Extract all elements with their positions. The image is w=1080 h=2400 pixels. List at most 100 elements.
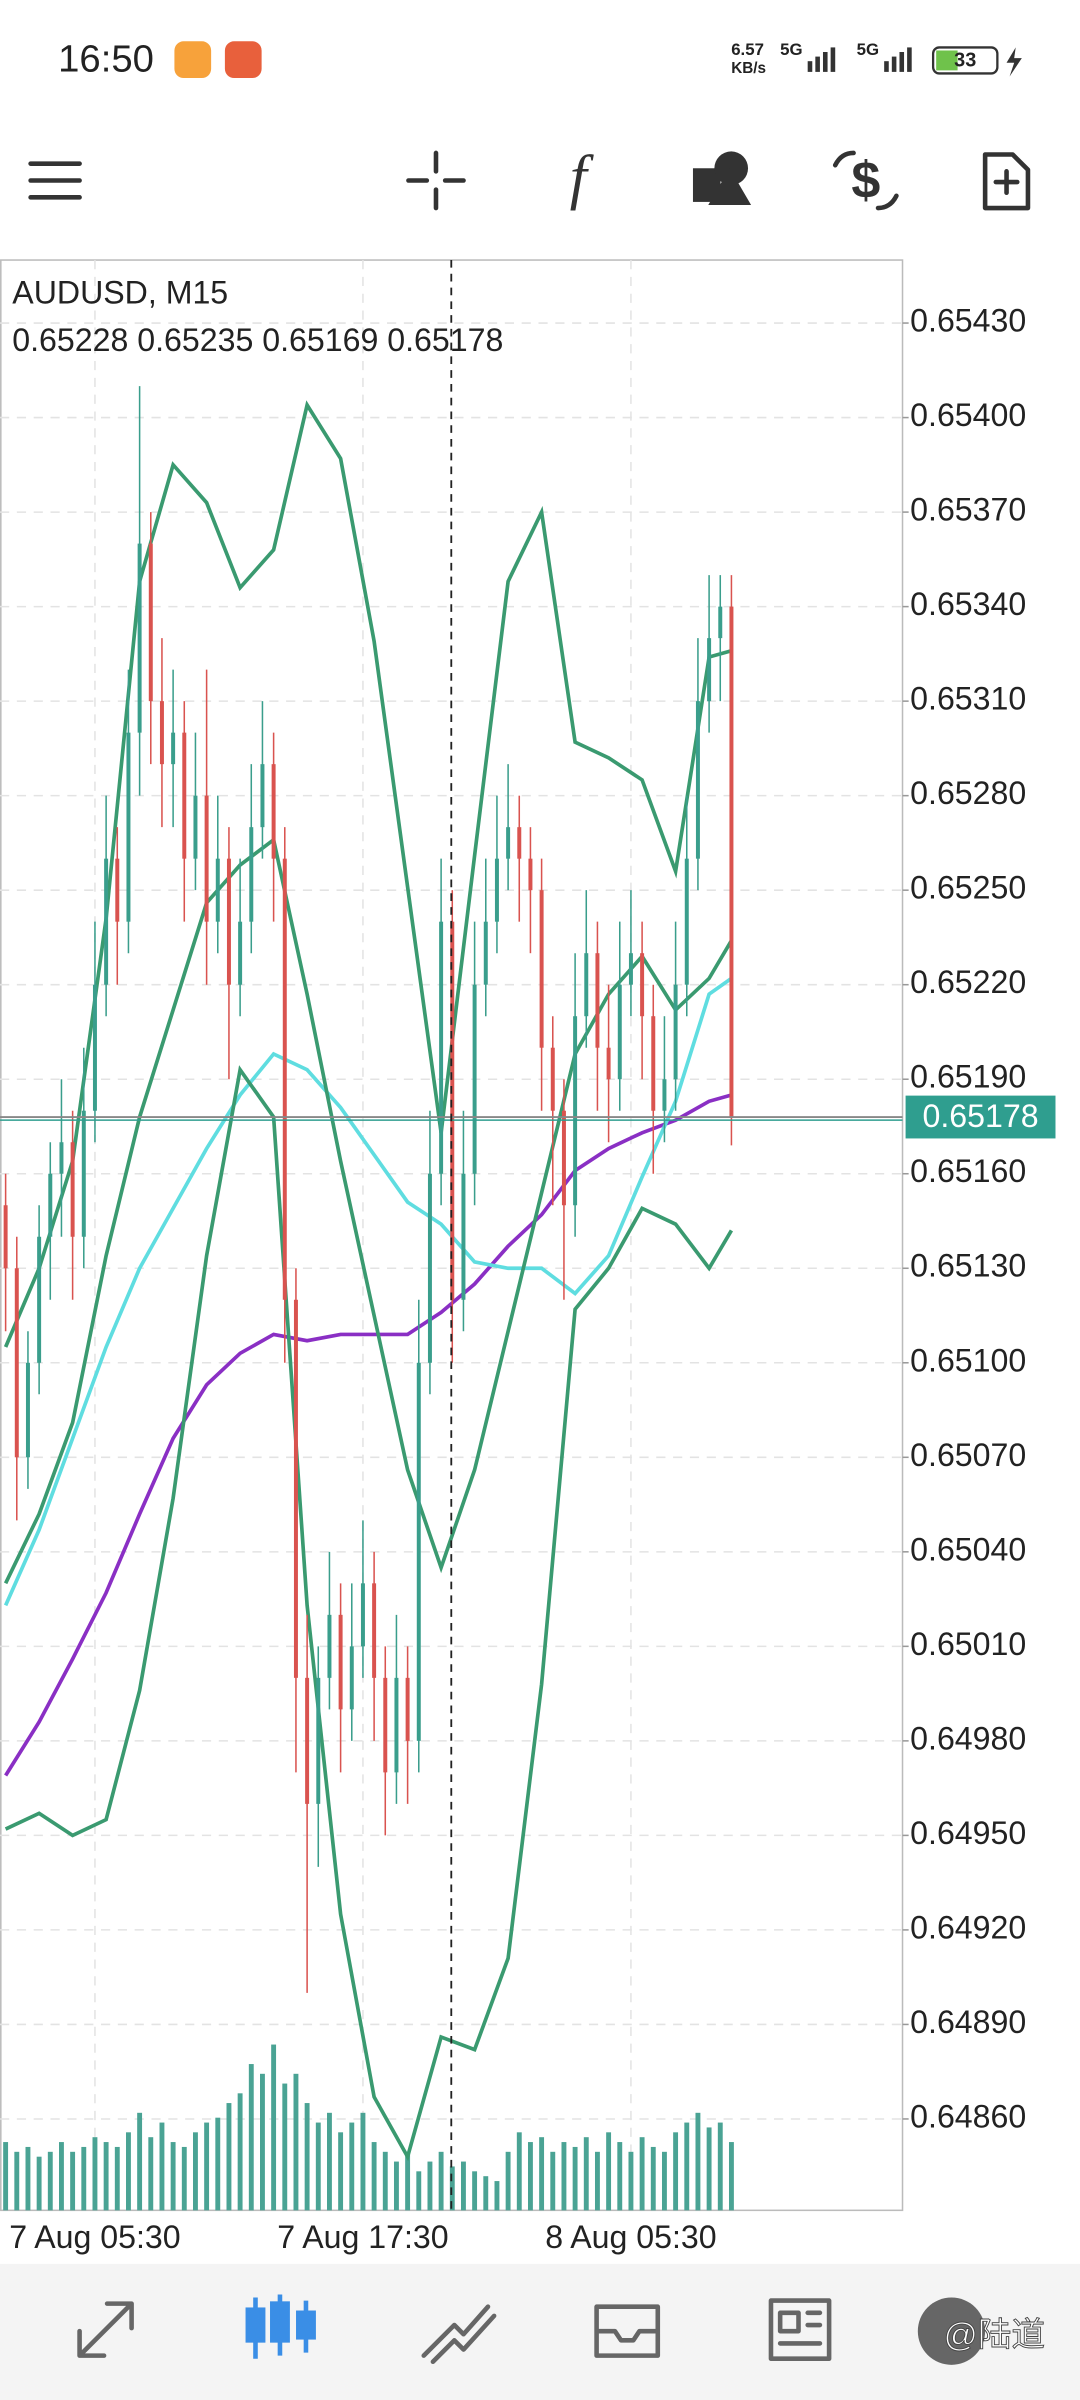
volume-bar <box>416 2171 422 2211</box>
volume-bar <box>14 2151 20 2211</box>
volume-bar <box>695 2112 701 2211</box>
volume-bar <box>81 2146 87 2211</box>
candle-body <box>115 858 120 922</box>
trade-button[interactable]: $ <box>832 150 899 211</box>
volume-bar <box>617 2142 623 2211</box>
volume-bar <box>360 2112 366 2211</box>
y-tick-label: 0.64920 <box>910 1909 1026 1945</box>
candle-body <box>137 543 142 733</box>
volume-bar <box>260 2073 265 2211</box>
candle-body <box>584 953 589 1017</box>
candle-body <box>640 953 645 1017</box>
candle-body <box>37 1236 42 1363</box>
candle-body <box>238 921 243 985</box>
signal <box>884 47 912 72</box>
volume-bar <box>159 2122 165 2211</box>
menu-button[interactable] <box>28 161 82 200</box>
candle-body <box>226 858 231 985</box>
y-tick-label: 0.65100 <box>910 1342 1026 1378</box>
volume-bar <box>728 2142 734 2211</box>
net-speed-unit: KB/s <box>731 60 766 77</box>
volume-bar <box>483 2176 489 2211</box>
volume-bar <box>628 2151 634 2211</box>
candle-body <box>695 701 700 859</box>
candle-body <box>550 1047 555 1111</box>
volume-bar <box>371 2142 377 2211</box>
candle-body <box>506 827 511 859</box>
volume-bar <box>25 2146 31 2211</box>
volume-bar <box>438 2151 444 2211</box>
candle-body <box>104 858 109 985</box>
volume-bar <box>561 2142 567 2211</box>
y-tick-label: 0.64860 <box>910 2098 1026 2134</box>
chart-tab[interactable] <box>245 2294 316 2359</box>
volume-bar <box>550 2151 556 2211</box>
volume-bar <box>382 2151 388 2211</box>
volume-bar <box>639 2137 645 2211</box>
volume-bar <box>215 2117 221 2211</box>
candle-body <box>416 1362 421 1741</box>
volume-bar <box>193 2132 198 2211</box>
settings-tab[interactable] <box>917 2297 986 2365</box>
candle-body <box>707 638 712 702</box>
new-order-button[interactable] <box>982 152 1031 211</box>
volume-bar <box>449 2166 455 2211</box>
volume-bar <box>170 2142 176 2211</box>
crosshair-button[interactable] <box>406 150 466 211</box>
y-tick-label: 0.65340 <box>910 586 1026 622</box>
y-tick-label: 0.65070 <box>910 1437 1026 1473</box>
volume-bar <box>594 2151 600 2211</box>
objects-button[interactable] <box>692 151 752 205</box>
trade-tab[interactable] <box>421 2304 497 2365</box>
y-tick-label: 0.65400 <box>910 397 1026 433</box>
y-tick-label: 0.65280 <box>910 775 1026 811</box>
volume-bar <box>36 2156 42 2211</box>
volume-bar <box>405 2151 411 2211</box>
candle-body <box>494 858 499 922</box>
y-tick-label: 0.65220 <box>910 964 1026 1000</box>
candle-body <box>461 1173 466 1300</box>
net-speed: 6.57 <box>731 40 764 59</box>
svg-text:$: $ <box>851 151 880 209</box>
volume-bar <box>717 2122 723 2211</box>
candle-body <box>70 1142 75 1237</box>
volume-bar <box>47 2151 53 2211</box>
y-tick-label: 0.64890 <box>910 2004 1026 2040</box>
candle-body <box>628 953 633 985</box>
battery-level <box>936 50 958 71</box>
volume-bar <box>326 2112 332 2211</box>
volume-bar <box>472 2171 478 2211</box>
candle-body <box>450 921 455 1300</box>
volume-bar <box>583 2137 589 2211</box>
candle-body <box>427 1173 432 1363</box>
candle-body <box>25 1362 30 1458</box>
status-time: 16:50 <box>58 37 154 80</box>
volume-bar <box>148 2137 154 2211</box>
volume-bar <box>237 2093 243 2211</box>
app-icon <box>224 41 262 79</box>
volume-bar <box>516 2132 522 2211</box>
volume-bar <box>572 2146 578 2211</box>
volume-bar <box>3 2142 9 2211</box>
volume-bar <box>315 2122 321 2211</box>
volume-bar <box>349 2122 355 2211</box>
candle-body <box>204 795 209 922</box>
candle-body <box>472 984 477 1174</box>
quotes-tab[interactable] <box>77 2301 134 2358</box>
volume-bar <box>661 2151 667 2211</box>
last-price-label: 0.65178 <box>922 1098 1038 1134</box>
volume-bar <box>293 2073 299 2211</box>
y-tick-label: 0.65310 <box>910 681 1026 717</box>
volume-bar <box>684 2122 690 2211</box>
volume-bar <box>92 2137 98 2211</box>
candle-body <box>349 1646 354 1710</box>
news-tab[interactable] <box>768 2298 832 2361</box>
candle-body <box>48 1173 53 1237</box>
candle-body <box>662 1079 667 1111</box>
candle-body <box>383 1677 388 1773</box>
volume-bar <box>706 2127 712 2211</box>
history-tab[interactable] <box>594 2304 661 2358</box>
y-tick-label: 0.64980 <box>910 1720 1026 1756</box>
x-tick-label: 8 Aug 05:30 <box>545 2219 716 2255</box>
